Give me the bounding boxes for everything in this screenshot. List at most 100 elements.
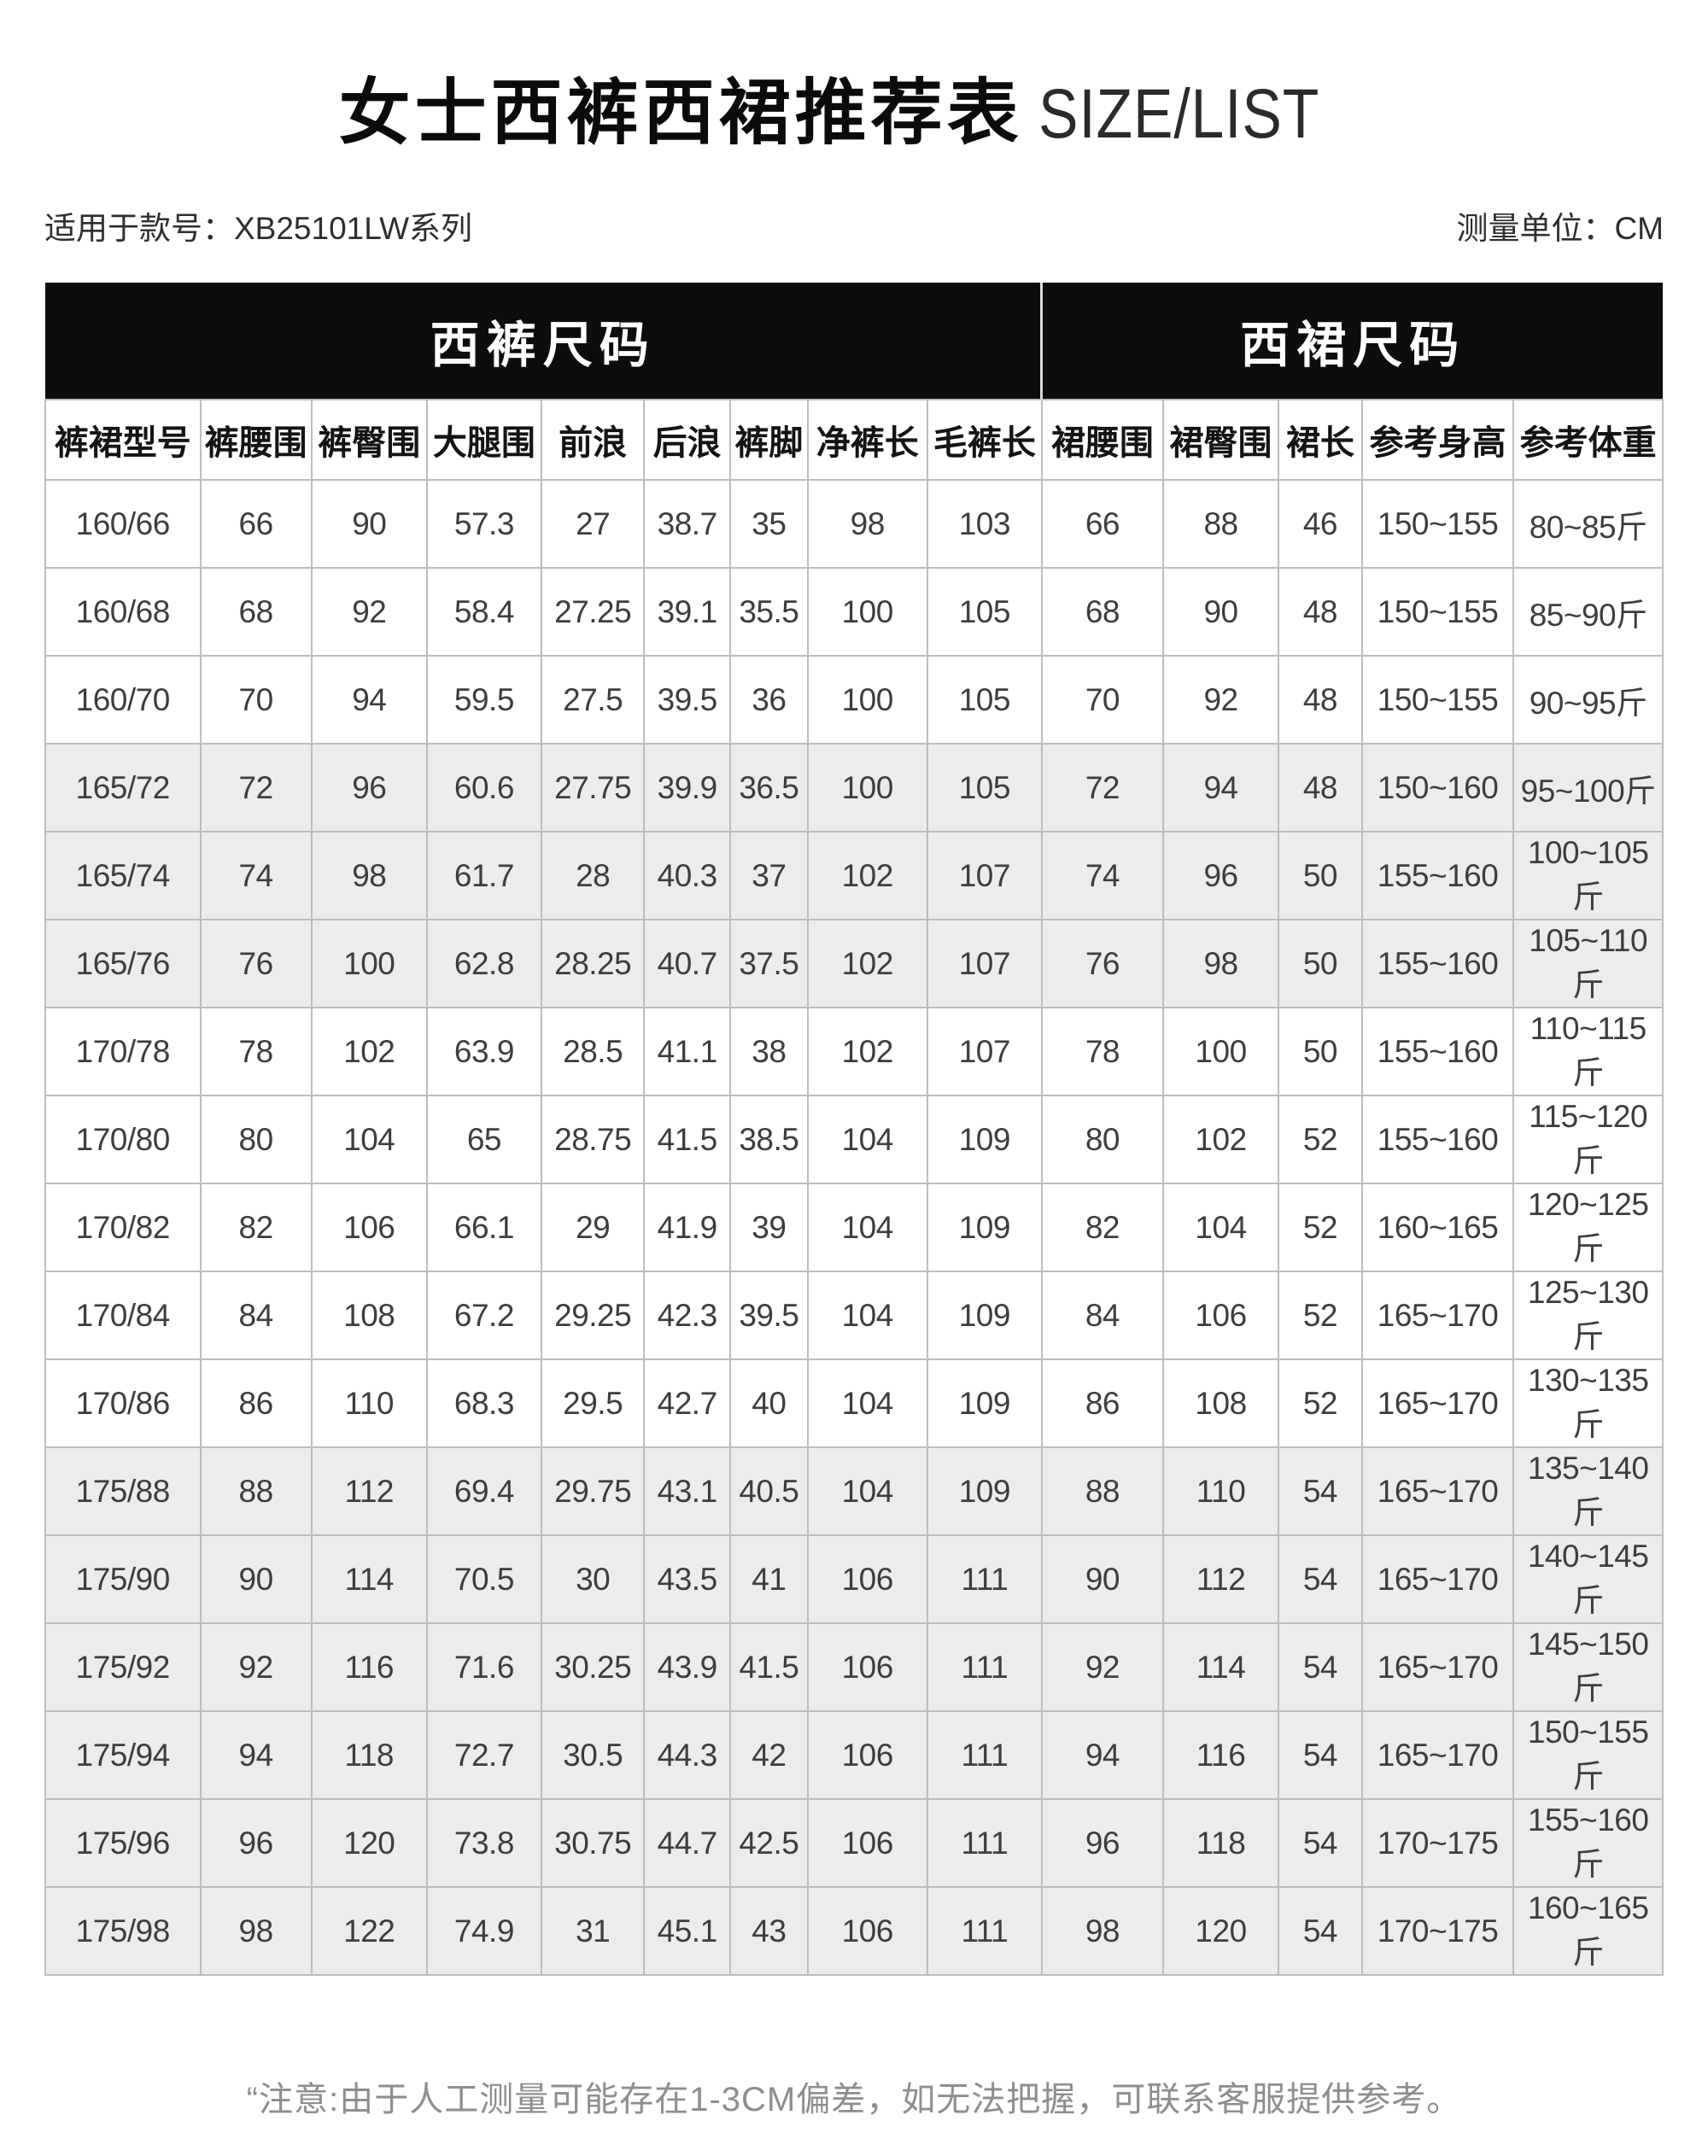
value-cell: 102 xyxy=(806,1007,928,1096)
value-cell: 155~160 xyxy=(1360,1095,1515,1184)
value-cell: 74 xyxy=(199,831,313,920)
value-cell: 90~95斤 xyxy=(1512,655,1664,745)
value-cell: 27 xyxy=(540,479,646,569)
value-cell: 41.9 xyxy=(643,1183,731,1272)
value-cell: 111 xyxy=(926,1798,1043,1888)
value-cell: 31 xyxy=(540,1886,646,1976)
value-cell: 92 xyxy=(1161,655,1280,745)
value-cell: 39 xyxy=(728,1183,809,1272)
value-cell: 30.25 xyxy=(540,1622,646,1712)
size-model-cell: 170/84 xyxy=(44,1271,202,1360)
table-row: 175/94 94 118 72.7 30.5 44.3 42 106 111 94 116 54 16… xyxy=(44,1710,1664,1800)
value-cell: 40 xyxy=(728,1358,809,1448)
value-cell: 38.7 xyxy=(643,479,731,569)
value-cell: 30.5 xyxy=(540,1710,646,1800)
value-cell: 43.5 xyxy=(643,1534,731,1624)
value-cell: 44.7 xyxy=(643,1798,731,1888)
value-cell: 27.75 xyxy=(540,743,646,833)
value-cell: 107 xyxy=(926,1007,1043,1096)
value-cell: 96 xyxy=(199,1798,313,1888)
value-cell: 70 xyxy=(1040,655,1164,745)
value-cell: 103 xyxy=(926,479,1043,569)
value-cell: 111 xyxy=(926,1710,1043,1800)
value-cell: 27.5 xyxy=(540,655,646,745)
value-cell: 54 xyxy=(1278,1710,1363,1800)
value-cell: 104 xyxy=(806,1358,928,1448)
value-cell: 66 xyxy=(1040,479,1164,569)
value-cell: 135~140斤 xyxy=(1512,1446,1664,1536)
value-cell: 122 xyxy=(310,1886,428,1976)
value-cell: 155~160 xyxy=(1360,919,1515,1008)
value-cell: 28.75 xyxy=(540,1095,646,1184)
value-cell: 112 xyxy=(310,1446,428,1536)
value-cell: 46 xyxy=(1278,479,1363,569)
value-cell: 29.25 xyxy=(540,1271,646,1360)
value-cell: 86 xyxy=(199,1358,313,1448)
table-row: 165/72 72 96 60.6 27.75 39.9 36.5 100 105 72 94 48 1… xyxy=(44,743,1664,833)
value-cell: 41 xyxy=(728,1534,809,1624)
title-chinese: 女士西裤西裙推荐表 xyxy=(338,73,1023,153)
column-header-row: 裤裙型号 裤腰围 裤臀围 大腿围 前浪 后浪 裤脚 净裤长 毛裤长 裙腰围 裙臀围 裙长 参考身高 参考体… xyxy=(44,399,1664,481)
column-header: 裙腰围 xyxy=(1040,399,1164,481)
value-cell: 104 xyxy=(310,1095,428,1184)
value-cell: 48 xyxy=(1278,567,1363,657)
value-cell: 118 xyxy=(1161,1798,1280,1888)
value-cell: 120 xyxy=(310,1798,428,1888)
value-cell: 120~125斤 xyxy=(1512,1183,1664,1272)
value-cell: 68 xyxy=(199,567,313,657)
value-cell: 29.75 xyxy=(540,1446,646,1536)
column-header: 参考身高 xyxy=(1360,399,1515,481)
value-cell: 41.1 xyxy=(643,1007,731,1096)
value-cell: 39.9 xyxy=(643,743,731,833)
value-cell: 37.5 xyxy=(728,919,809,1008)
size-model-cell: 170/86 xyxy=(44,1358,202,1448)
value-cell: 66 xyxy=(199,479,313,569)
size-model-cell: 175/92 xyxy=(44,1622,202,1712)
value-cell: 50 xyxy=(1278,831,1363,920)
value-cell: 50 xyxy=(1278,919,1363,1008)
value-cell: 115~120斤 xyxy=(1512,1095,1664,1184)
value-cell: 42.3 xyxy=(643,1271,731,1360)
value-cell: 110 xyxy=(310,1358,428,1448)
value-cell: 165~170 xyxy=(1360,1271,1515,1360)
value-cell: 40.7 xyxy=(643,919,731,1008)
value-cell: 39.1 xyxy=(643,567,731,657)
value-cell: 111 xyxy=(926,1534,1043,1624)
value-cell: 61.7 xyxy=(425,831,543,920)
value-cell: 41.5 xyxy=(728,1622,809,1712)
value-cell: 82 xyxy=(1040,1183,1164,1272)
value-cell: 30.75 xyxy=(540,1798,646,1888)
value-cell: 37 xyxy=(728,831,809,920)
value-cell: 125~130斤 xyxy=(1512,1271,1664,1360)
value-cell: 114 xyxy=(1161,1622,1280,1712)
value-cell: 100 xyxy=(806,655,928,745)
value-cell: 76 xyxy=(1040,919,1164,1008)
value-cell: 165~170 xyxy=(1360,1622,1515,1712)
value-cell: 35 xyxy=(728,479,809,569)
value-cell: 36.5 xyxy=(728,743,809,833)
value-cell: 45.1 xyxy=(643,1886,731,1976)
table-row: 175/90 90 114 70.5 30 43.5 41 106 111 90 112 54 165~… xyxy=(44,1534,1664,1624)
value-cell: 60.6 xyxy=(425,743,543,833)
value-cell: 54 xyxy=(1278,1798,1363,1888)
value-cell: 59.5 xyxy=(425,655,543,745)
table-row: 170/86 86 110 68.3 29.5 42.7 40 104 109 86 108 52 16… xyxy=(44,1358,1664,1448)
value-cell: 80 xyxy=(1040,1095,1164,1184)
value-cell: 96 xyxy=(310,743,428,833)
table-row: 170/78 78 102 63.9 28.5 41.1 38 102 107 78 100 50 15… xyxy=(44,1007,1664,1096)
size-model-cell: 170/78 xyxy=(44,1007,202,1096)
value-cell: 42.7 xyxy=(643,1358,731,1448)
value-cell: 70 xyxy=(199,655,313,745)
value-cell: 98 xyxy=(1040,1886,1164,1976)
value-cell: 52 xyxy=(1278,1183,1363,1272)
value-cell: 106 xyxy=(806,1886,928,1976)
value-cell: 110 xyxy=(1161,1446,1280,1536)
value-cell: 98 xyxy=(199,1886,313,1976)
table-row: 160/66 66 90 57.3 27 38.7 35 98 103 66 88 46 150~155… xyxy=(44,479,1664,569)
value-cell: 120 xyxy=(1161,1886,1280,1976)
value-cell: 104 xyxy=(806,1183,928,1272)
column-header: 参考体重 xyxy=(1512,399,1664,481)
value-cell: 80 xyxy=(199,1095,313,1184)
value-cell: 29.5 xyxy=(540,1358,646,1448)
value-cell: 43.9 xyxy=(643,1622,731,1712)
